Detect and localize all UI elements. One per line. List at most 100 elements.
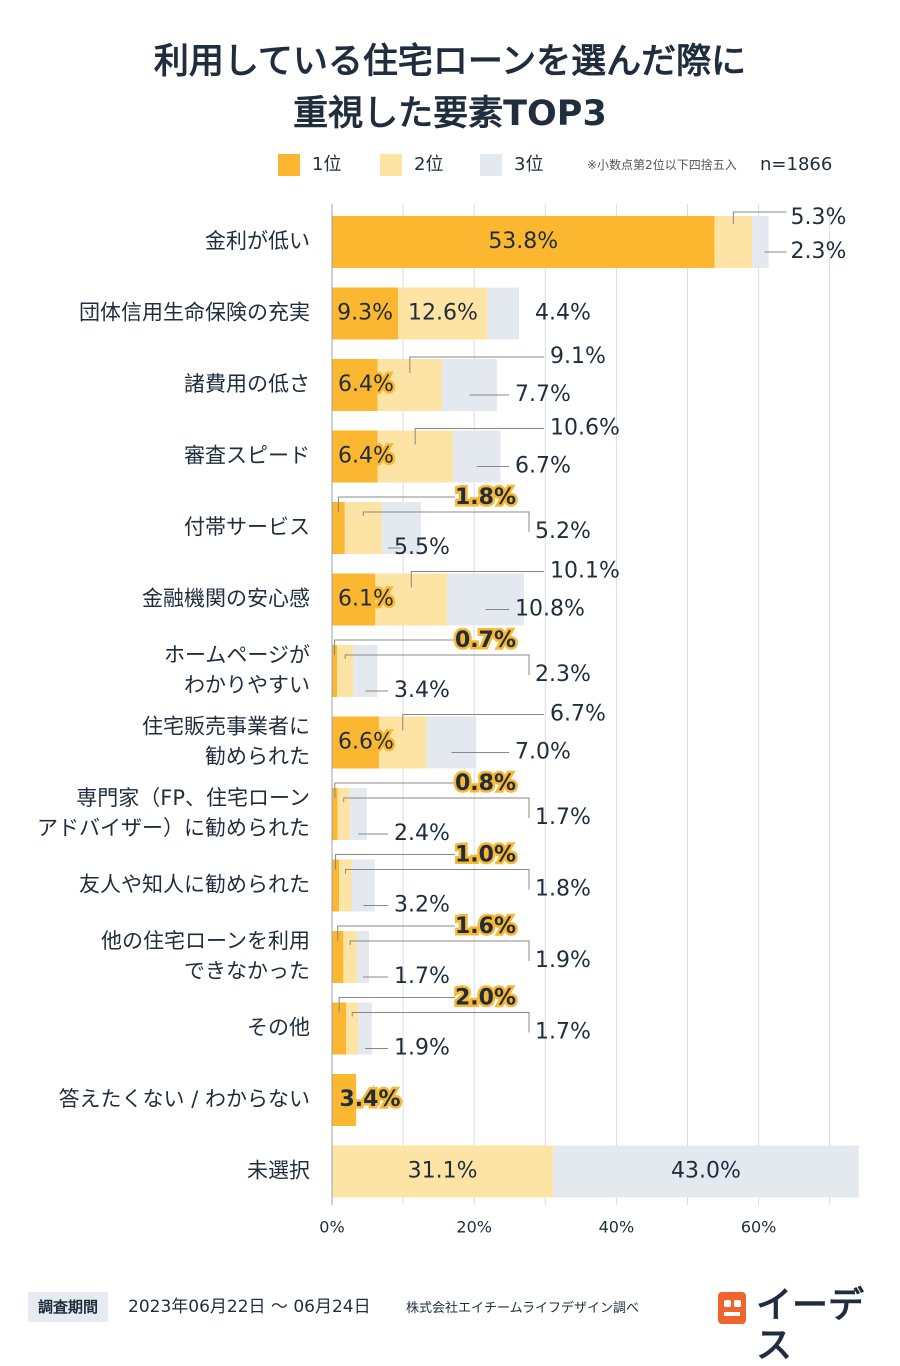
x-tick-label: 20% — [456, 1218, 492, 1237]
bar-segment-1 — [332, 216, 715, 268]
bar-segment-3 — [553, 1145, 859, 1198]
leader-line — [345, 869, 530, 890]
leader-line — [351, 1012, 530, 1033]
title-line-2: 重視した要素TOP3 — [293, 94, 607, 134]
leader-line — [410, 571, 544, 588]
category-label: 審査スピード — [184, 444, 310, 468]
bar-segment-1 — [332, 573, 376, 626]
category-label: 答えたくない / わからない — [59, 1087, 310, 1111]
data-label: 1.7% — [535, 1020, 591, 1045]
bar-segment-1 — [332, 788, 338, 840]
data-label: 1.9% — [535, 948, 591, 973]
bar-segment-3 — [452, 430, 501, 483]
legend: 1位 2位 3位 ※小数点第2位以下四捨五入 n=1866 — [0, 152, 900, 180]
bar-segment-1 — [332, 430, 378, 483]
data-label: 3.4% — [339, 1087, 400, 1112]
bar-segment-3 — [349, 788, 367, 840]
bar-segment-3 — [358, 1002, 372, 1055]
bar-segment-2 — [337, 788, 350, 840]
bar-segment-2 — [346, 1002, 359, 1055]
data-label: 6.7% — [515, 454, 571, 479]
bar-segment-3 — [487, 287, 519, 340]
bar-segment-3 — [442, 359, 497, 411]
data-label: 1.7% — [535, 805, 591, 830]
category-label: 金融機関の安心感 — [142, 587, 310, 611]
category-label: 付帯サービス — [184, 515, 310, 539]
bar-segment-3 — [426, 716, 477, 769]
brand-logo: イーデス — [712, 1286, 882, 1366]
bar-segment-2 — [343, 931, 357, 983]
data-label: 5.3% — [791, 205, 847, 230]
x-tick-label: 60% — [741, 1218, 777, 1237]
data-label: 3.2% — [394, 893, 450, 918]
x-tick-label: 40% — [599, 1218, 635, 1237]
data-label: 6.1% — [338, 587, 394, 612]
leader-line — [402, 714, 544, 731]
data-label: 0.7% — [455, 628, 516, 653]
bar-segment-2 — [332, 1145, 554, 1198]
data-label: 1.0% — [455, 843, 516, 868]
x-tick-label: 0% — [319, 1218, 344, 1237]
legend-swatch-2 — [380, 154, 402, 176]
leader-line — [362, 511, 530, 532]
data-label: 2.0% — [455, 986, 516, 1011]
leader-line — [349, 940, 530, 961]
leader-line — [338, 997, 455, 1013]
data-label: 6.7% — [550, 702, 606, 727]
data-label: 6.4% — [338, 444, 394, 469]
bar-segment-1 — [332, 716, 379, 769]
leader-line — [333, 639, 455, 655]
data-label: 1.8% — [455, 485, 516, 510]
bar-segment-2 — [398, 287, 488, 340]
leader-line — [334, 782, 455, 798]
data-label: 2.3% — [535, 662, 591, 687]
data-label: 7.0% — [515, 740, 571, 765]
title-line-1: 利用している住宅ローンを選んだ際に — [153, 42, 747, 82]
bar-segment-3 — [447, 573, 524, 626]
data-label: 10.1% — [550, 559, 620, 584]
category-label: 他の住宅ローンを利用 — [101, 929, 310, 953]
survey-period-label: 調査期間 — [28, 1292, 109, 1322]
bar-segment-1 — [332, 1074, 357, 1126]
data-label: 7.7% — [515, 382, 571, 407]
bar-segment-1 — [332, 645, 337, 697]
bar-segment-3 — [356, 931, 369, 983]
category-label: ホームページが — [164, 643, 310, 667]
bar-segment-3 — [752, 216, 769, 268]
data-label: 0.8% — [455, 771, 516, 796]
data-label: 6.6% — [338, 730, 394, 755]
category-label: 未選択 — [247, 1159, 310, 1183]
bar-segment-2 — [339, 859, 352, 912]
data-label: 9.1% — [550, 344, 606, 369]
data-label: 2.3% — [791, 239, 847, 264]
leader-line — [732, 211, 787, 224]
category-label: 友人や知人に勧められた — [79, 873, 310, 897]
category-label: 金利が低い — [205, 229, 310, 253]
source-credit: 株式会社エイチームライフデザイン調べ — [406, 1301, 639, 1316]
bar-segment-1 — [332, 502, 345, 554]
bar-segment-1 — [332, 359, 378, 411]
bar-segment-3 — [381, 502, 421, 554]
data-label: 31.1% — [408, 1159, 478, 1184]
category-label: アドバイザー）に勧められた — [37, 816, 310, 840]
bar-segment-2 — [714, 216, 753, 268]
data-label: 53.8% — [488, 229, 558, 254]
chart-title: 利用している住宅ローンを選んだ際に 重視した要素TOP3 — [0, 36, 900, 140]
data-label: 10.6% — [550, 416, 620, 441]
bar-segment-2 — [336, 645, 354, 697]
data-label: 9.3% — [337, 301, 393, 326]
data-label: 5.2% — [535, 519, 591, 544]
stacked-bar-chart: 0% 20% 40% 60% 金利が低い 53.8% 5.3% 2.3% 団体信用生命保険の充実… — [37, 204, 859, 1237]
category-label: 団体信用生命保険の充実 — [79, 301, 310, 325]
bar-segment-1 — [332, 931, 344, 983]
data-label: 1.9% — [394, 1036, 450, 1061]
data-label: 3.4% — [394, 678, 450, 703]
category-label: 諸費用の低さ — [184, 372, 310, 396]
bar-segment-1 — [332, 859, 340, 912]
leader-line — [409, 356, 544, 373]
bar-segment-3 — [351, 859, 375, 912]
data-label: 1.6% — [455, 914, 516, 939]
data-label: 5.5% — [394, 535, 450, 560]
data-label: 43.0% — [671, 1159, 741, 1184]
data-label: 1.7% — [394, 964, 450, 989]
